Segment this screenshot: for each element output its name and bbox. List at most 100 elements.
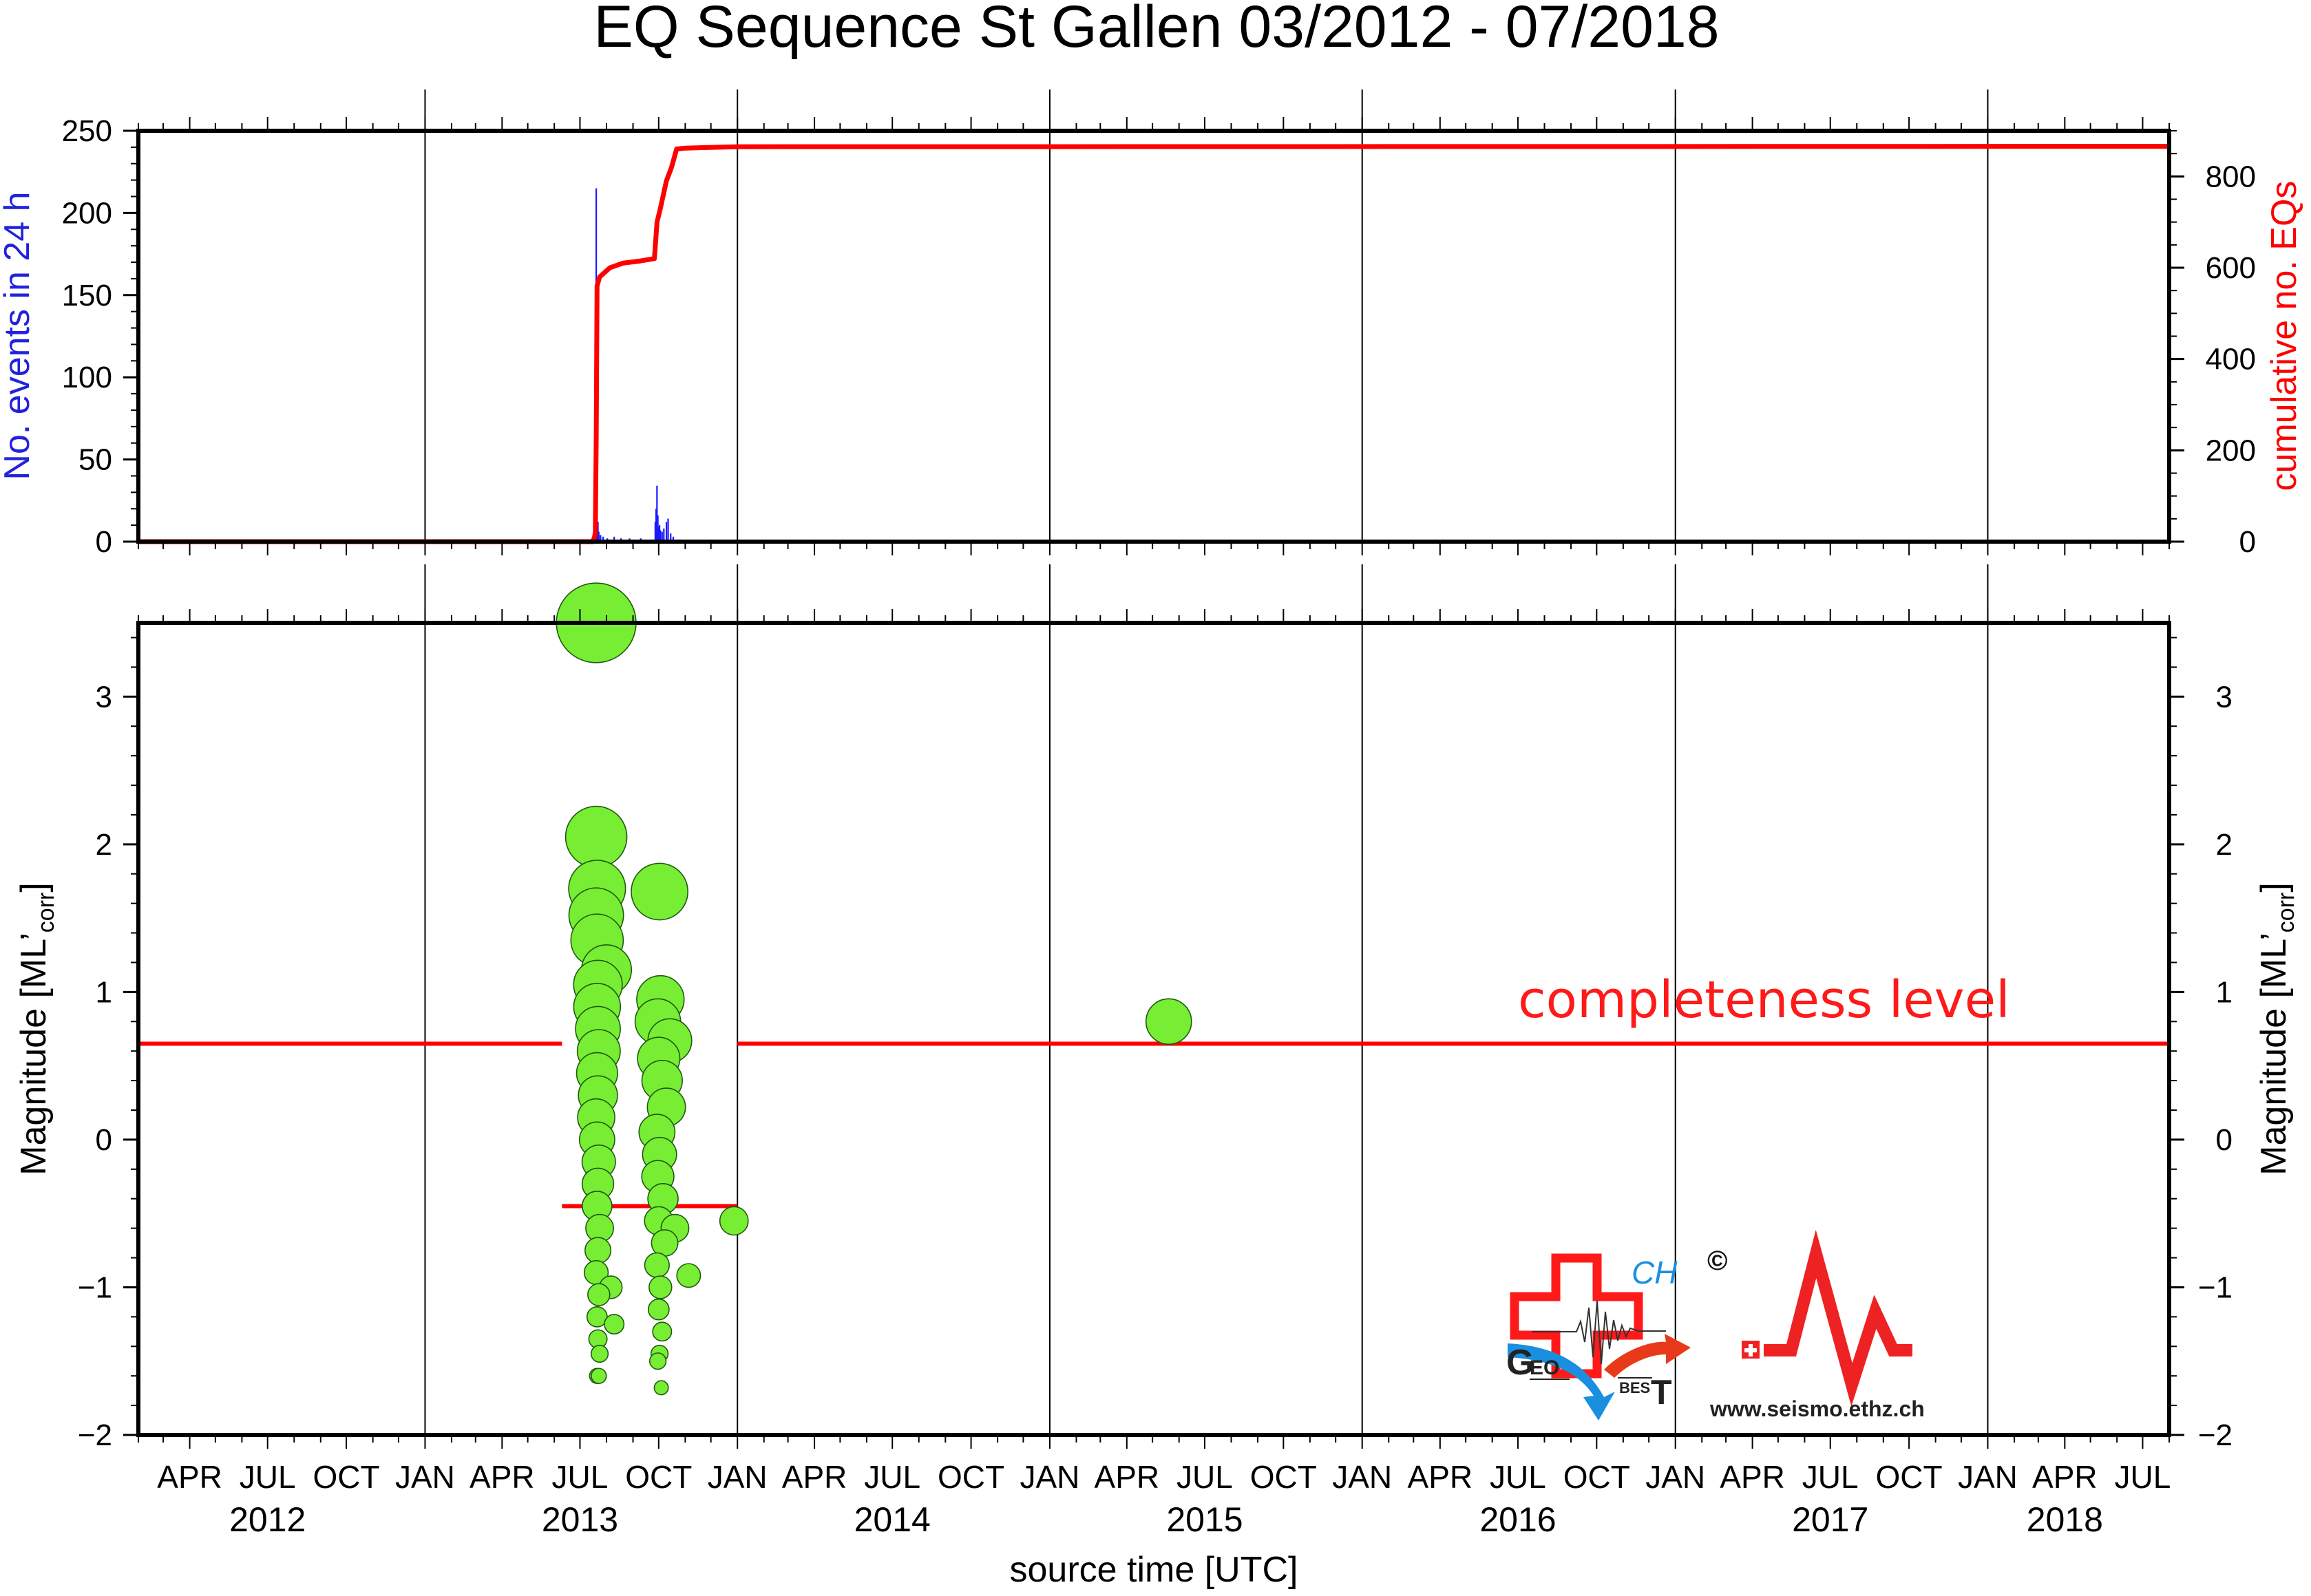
event-circle	[648, 1352, 667, 1370]
right-tick-label: 800	[2206, 160, 2256, 193]
month-tick-label: OCT	[625, 1459, 692, 1495]
month-tick-label: JAN	[708, 1459, 768, 1495]
magnitude-tick-label: −1	[2198, 1270, 2233, 1304]
month-tick-label: JAN	[1958, 1459, 2018, 1495]
right-axis-title: cumulative no. EQs	[2264, 181, 2304, 491]
magnitude-tick-label: 1	[2216, 975, 2233, 1009]
month-tick-label: JAN	[1020, 1459, 1080, 1495]
blue-arrow-icon	[1508, 1343, 1615, 1421]
bottom-year-gridlines	[424, 564, 1989, 1435]
event-circle	[631, 862, 688, 921]
top-plot-frame	[136, 129, 2171, 544]
left-tick-label: 250	[62, 114, 112, 148]
magnitude-tick-label: 3	[96, 680, 112, 714]
top-x-ticks	[138, 117, 2170, 555]
event-circle	[587, 1283, 611, 1306]
top-panel: 0 50 100 150 200 250 0 200 400 600 800 No. events…	[0, 89, 2304, 559]
right-tick-label: 600	[2206, 251, 2256, 285]
month-tick-label: OCT	[938, 1459, 1004, 1495]
cumulative-line	[138, 144, 2170, 544]
event-circle	[653, 1380, 669, 1396]
month-tick-label: JUL	[1176, 1459, 1233, 1495]
year-tick-label: 2014	[854, 1500, 931, 1539]
month-tick-label: APR	[1720, 1459, 1785, 1495]
event-circle	[648, 1275, 673, 1299]
magnitude-tick-label: 1	[96, 975, 112, 1009]
year-tick-label: 2016	[1479, 1500, 1556, 1539]
month-tick-label: APR	[157, 1459, 222, 1495]
year-tick-label: 2017	[1792, 1500, 1868, 1539]
event-circle	[676, 1263, 701, 1288]
left-tick-label: 0	[96, 525, 112, 559]
daily-count-bars	[593, 188, 675, 542]
right-tick-label: 200	[2206, 434, 2256, 467]
right-tick-label: 400	[2206, 343, 2256, 376]
ch-label: CH	[1632, 1255, 1678, 1290]
event-circle	[651, 1229, 679, 1257]
magnitude-label-main: Magnitude [ML’	[14, 933, 54, 1175]
event-circle	[1145, 998, 1192, 1045]
event-circle	[604, 1314, 625, 1335]
magnitude-axis-title-left: Magnitude [ML’corr]	[14, 882, 59, 1175]
month-tick-label: JAN	[1645, 1459, 1705, 1495]
left-tick-label: 150	[62, 279, 112, 312]
year-tick-label: 2012	[229, 1500, 306, 1539]
month-tick-label: OCT	[1563, 1459, 1630, 1495]
magnitude-label-main: Magnitude [ML’	[2254, 933, 2294, 1175]
month-tick-label: OCT	[1250, 1459, 1317, 1495]
best-label-rest: BES	[1619, 1379, 1650, 1396]
event-circle	[647, 1298, 670, 1321]
chart-title: EQ Sequence St Gallen 03/2012 - 07/2018	[593, 0, 1719, 60]
month-tick-label: JUL	[552, 1459, 609, 1495]
top-left-axis: 0 50 100 150 200 250	[62, 114, 138, 559]
magnitude-label-close: ]	[14, 882, 54, 892]
month-tick-label: APR	[1408, 1459, 1473, 1495]
year-tick-label: 2013	[542, 1500, 618, 1539]
month-tick-label: APR	[2032, 1459, 2098, 1495]
month-tick-label: JUL	[2115, 1459, 2171, 1495]
month-tick-label: JUL	[1802, 1459, 1859, 1495]
month-tick-label: OCT	[313, 1459, 380, 1495]
copyright-symbol: ©	[1707, 1246, 1727, 1276]
month-tick-label: JUL	[1490, 1459, 1546, 1495]
geo-label-g: G	[1506, 1343, 1534, 1383]
right-tick-label: 0	[2239, 525, 2256, 559]
bottom-x-axis: APR JUL OCT JAN APR JUL OCT JAN APR JUL OCT JAN APR J…	[138, 609, 2171, 1539]
top-year-gridlines	[424, 89, 1989, 542]
best-label-t: T	[1651, 1373, 1672, 1412]
left-axis-title: No. events in 24 h	[0, 191, 37, 480]
left-tick-label: 100	[62, 361, 112, 394]
red-arrow-icon	[1604, 1334, 1691, 1378]
magnitude-tick-label: 0	[96, 1123, 112, 1157]
month-tick-label: OCT	[1876, 1459, 1943, 1495]
magnitude-axis-title-right: Magnitude [ML’corr]	[2254, 882, 2299, 1175]
event-circle	[590, 1344, 609, 1363]
event-circle	[644, 1252, 670, 1278]
left-tick-label: 50	[78, 443, 112, 477]
completeness-annotation: completeness level	[1518, 970, 2010, 1030]
magnitude-label-sub: corr	[2273, 893, 2299, 933]
seismogram-trace	[1532, 1300, 1666, 1365]
magnitude-tick-label: −2	[78, 1418, 112, 1452]
sed-url: www.seismo.ethz.ch	[1709, 1396, 1925, 1421]
event-circles	[556, 582, 1192, 1396]
x-axis-title: source time [UTC]	[1010, 1550, 1298, 1590]
bottom-left-axis: −2 −1 0 1 2 3	[78, 637, 138, 1452]
bottom-plot-frame	[136, 621, 2171, 1437]
left-tick-label: 200	[62, 196, 112, 230]
month-tick-label: APR	[1095, 1459, 1160, 1495]
event-circle	[719, 1206, 749, 1236]
magnitude-tick-label: −1	[78, 1270, 112, 1304]
geo-label-rest: EO	[1530, 1356, 1559, 1379]
magnitude-label-close: ]	[2254, 882, 2294, 892]
month-tick-label: APR	[469, 1459, 535, 1495]
swiss-cross-outline	[1510, 1253, 1643, 1379]
magnitude-label-sub: corr	[33, 893, 59, 933]
month-tick-label: JAN	[1332, 1459, 1392, 1495]
magnitude-tick-label: 3	[2216, 680, 2233, 714]
geobest-logo: CH G EO BES T ©	[1506, 1246, 1727, 1421]
month-tick-label: APR	[782, 1459, 847, 1495]
magnitude-tick-label: 2	[96, 828, 112, 862]
